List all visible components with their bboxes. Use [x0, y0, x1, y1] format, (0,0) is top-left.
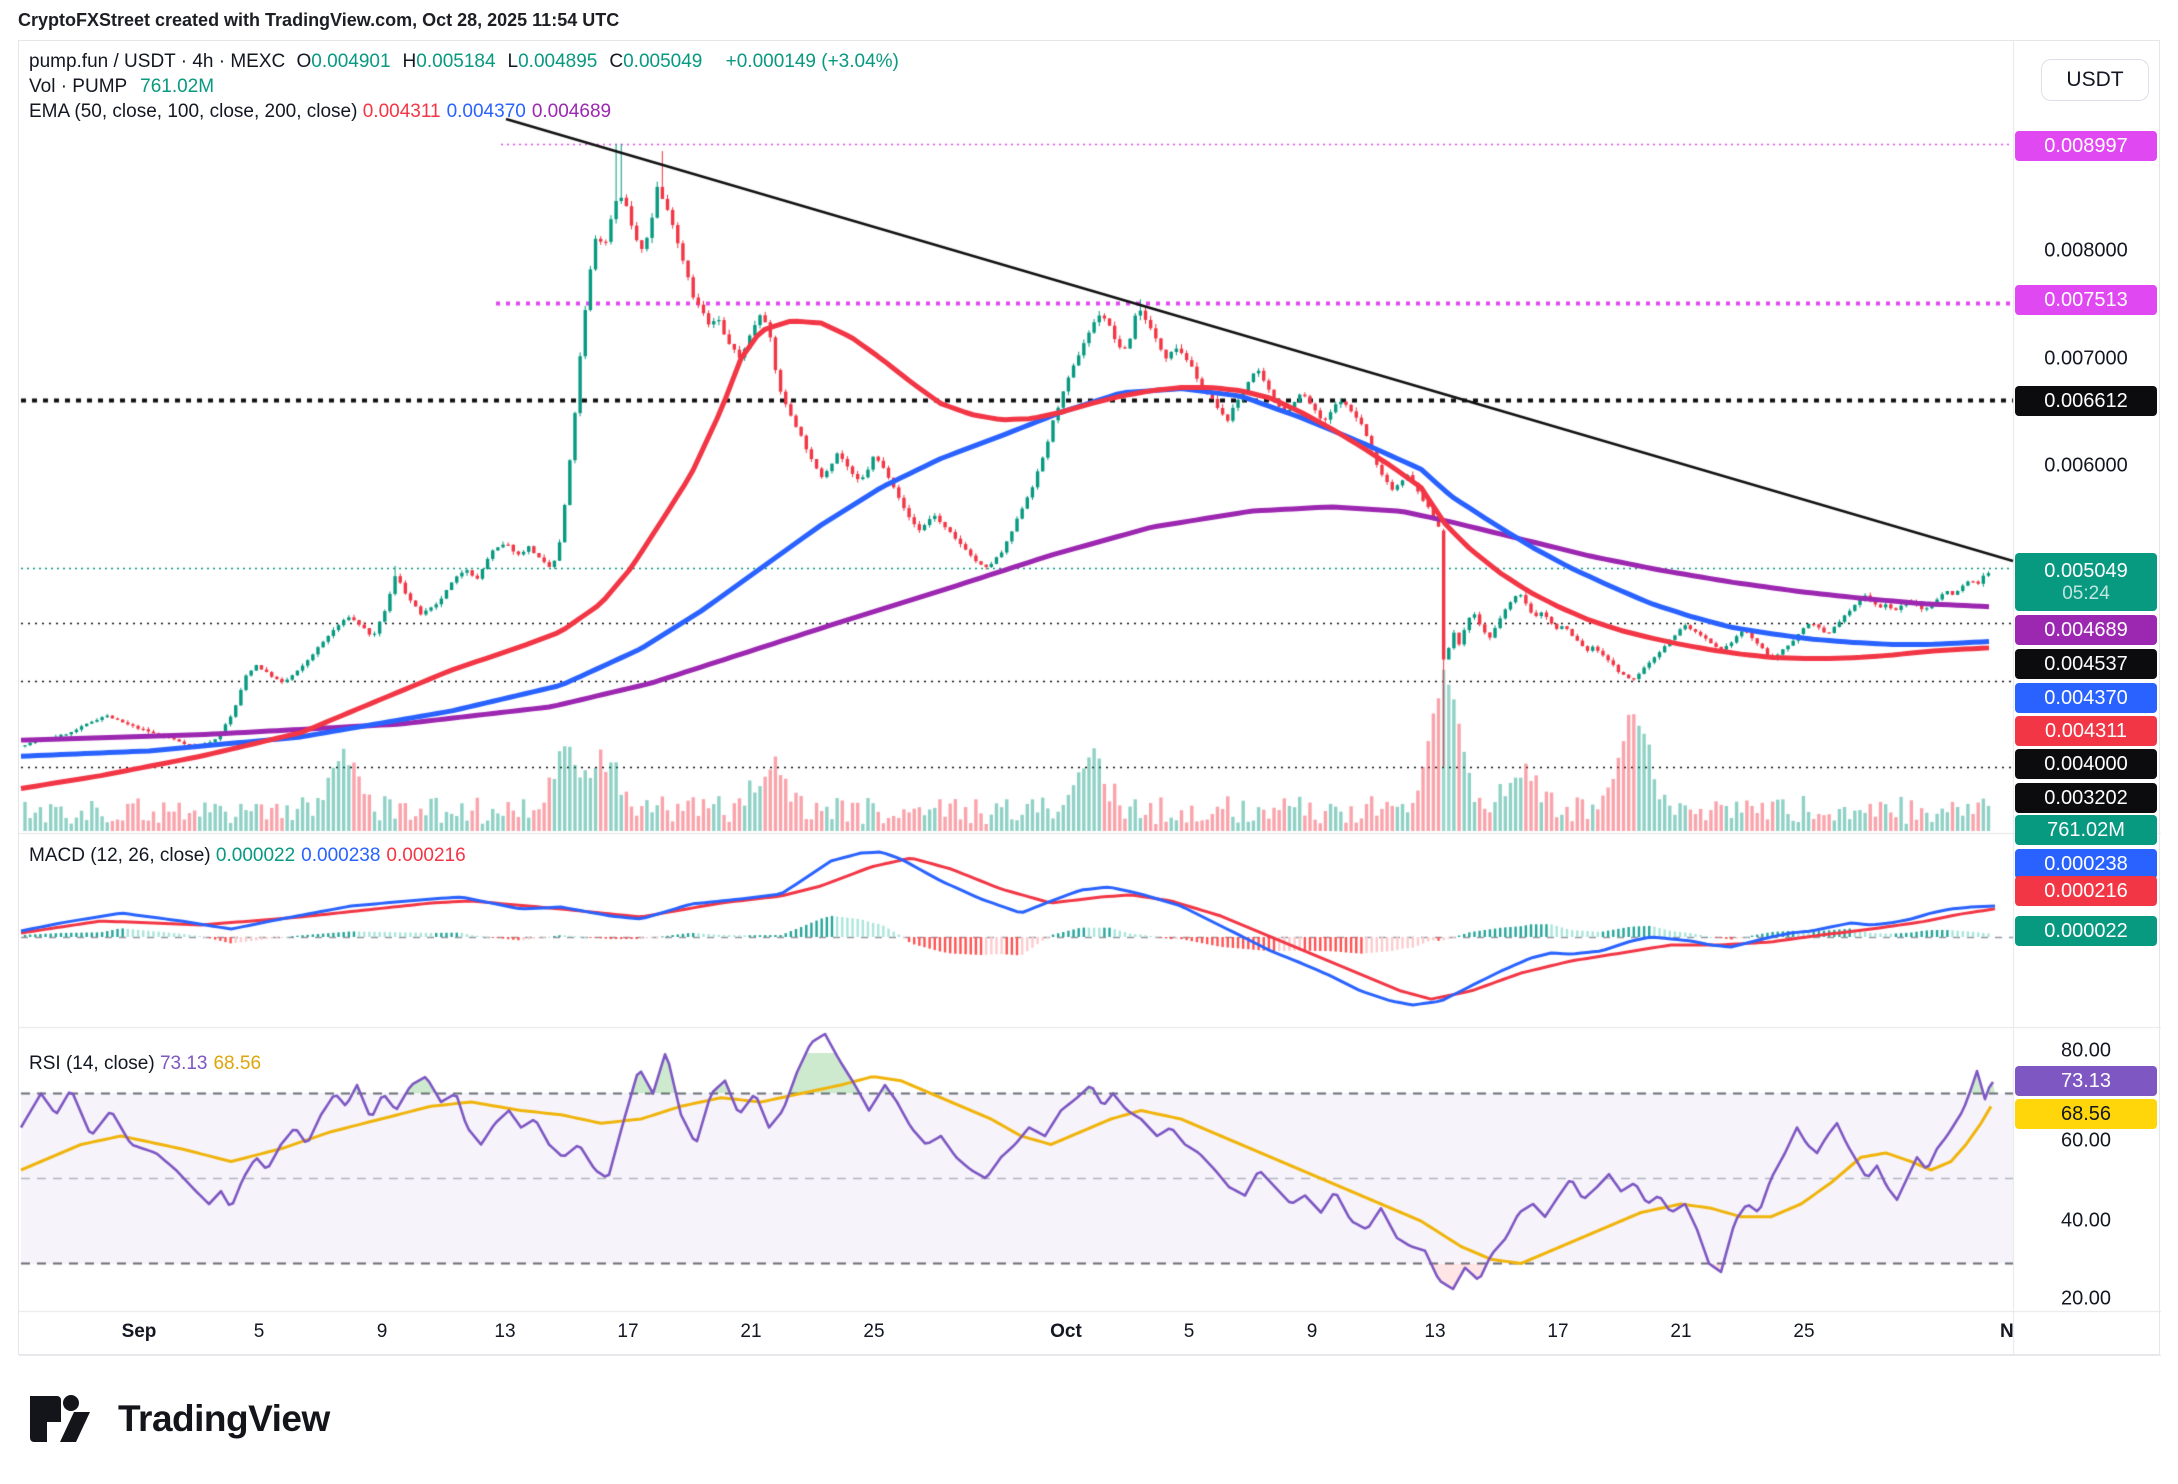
time-axis-tick: 13	[1424, 1321, 1446, 1342]
rsi-legend: RSI (14, close) 73.13 68.56	[29, 1053, 273, 1075]
ohlc-values: O0.004901 H0.005184 L0.004895 C0.005049	[297, 51, 715, 72]
time-axis-tick: 21	[1670, 1321, 1692, 1342]
time-axis-tick: 5	[1183, 1321, 1195, 1342]
time-axis-tick: 25	[863, 1321, 885, 1342]
ema-legend: EMA (50, close, 100, close, 200, close) …	[29, 101, 623, 123]
time-axis-tick: 9	[376, 1321, 388, 1342]
macd-value: 0.000238	[301, 845, 381, 866]
ohlc-item: O0.004901	[296, 51, 391, 72]
volume-legend: Vol · PUMP 761.02M	[29, 76, 220, 98]
price-legend: pump.fun / USDT · 4h · MEXC O0.004901 H0.…	[29, 51, 905, 73]
time-axis-tick: Sep	[121, 1321, 157, 1342]
tradingview-logo-icon	[30, 1395, 90, 1442]
time-axis-tick: 5	[253, 1321, 265, 1342]
rsi-value: 68.56	[213, 1053, 262, 1074]
macd-values: 0.000022 0.000238 0.000216	[216, 845, 472, 866]
macd-legend: MACD (12, 26, close) 0.000022 0.000238 0.0…	[29, 845, 478, 867]
time-axis-tick: Nov	[2000, 1321, 2013, 1342]
attribution-headline: CryptoFXStreet created with TradingView.…	[18, 10, 620, 30]
volume-value: 761.02M	[140, 76, 215, 97]
rsi-value: 73.13	[159, 1053, 208, 1074]
ema-values: 0.004311 0.004370 0.004689	[363, 101, 617, 122]
time-axis-tick: 25	[1793, 1321, 1815, 1342]
currency-toggle-button[interactable]: USDT	[2041, 59, 2149, 101]
ohlc-item: C0.005049	[609, 51, 703, 72]
time-axis-tick: 17	[1547, 1321, 1569, 1342]
ohlc-item: L0.004895	[507, 51, 598, 72]
ema-value: 0.004689	[531, 101, 612, 122]
time-axis-tick: 9	[1306, 1321, 1318, 1342]
ema-label: EMA (50, close, 100, close, 200, close)	[29, 101, 358, 122]
change-value: +0.000149 (+3.04%)	[725, 51, 899, 72]
tradingview-logo-text: TradingView	[118, 1398, 330, 1439]
time-axis[interactable]: Sep 5 9 13 17 21 25 Oct 5 9 13 17 21 25 Nov	[19, 1312, 2013, 1355]
time-axis-tick: Oct	[1050, 1321, 1082, 1342]
symbol-title[interactable]: pump.fun / USDT · 4h · MEXC	[29, 51, 286, 72]
macd-label: MACD (12, 26, close)	[29, 845, 211, 866]
ema-value: 0.004370	[446, 101, 526, 122]
tradingview-logo[interactable]: TradingView	[28, 1392, 330, 1446]
rsi-label: RSI (14, close)	[29, 1053, 155, 1074]
volume-label: Vol · PUMP	[29, 76, 127, 97]
macd-value: 0.000022	[215, 845, 296, 866]
ohlc-item: H0.005184	[402, 51, 496, 72]
rsi-values: 73.13 68.56	[160, 1053, 267, 1074]
time-axis-tick: 13	[494, 1321, 516, 1342]
ema-value: 0.004311	[362, 101, 441, 122]
macd-value: 0.000216	[386, 845, 466, 866]
chart-card: pump.fun / USDT · 4h · MEXC O0.004901 H0.…	[18, 40, 2161, 1356]
time-axis-tick: 21	[740, 1321, 762, 1342]
time-axis-tick: 17	[617, 1321, 639, 1342]
chart-canvas[interactable]	[19, 41, 2161, 1356]
